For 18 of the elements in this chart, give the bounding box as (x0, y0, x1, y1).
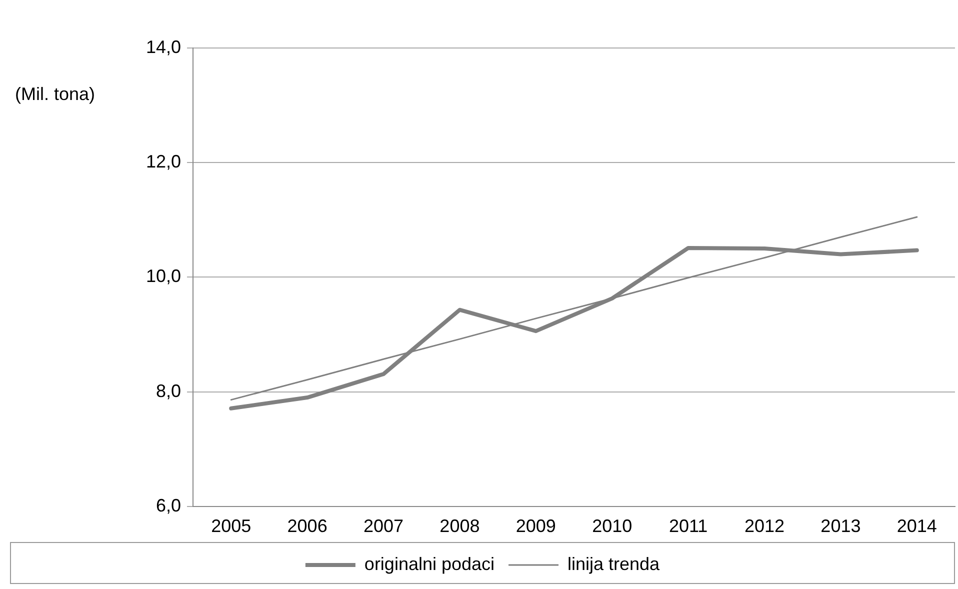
x-tick-label: 2011 (668, 516, 708, 536)
y-tick-label: 8,0 (156, 380, 181, 401)
legend-label: linija trenda (568, 554, 661, 574)
x-tick-label: 2012 (744, 516, 785, 536)
y-tick-label: 12,0 (146, 152, 181, 172)
x-tick-label: 2008 (440, 516, 480, 536)
x-tick-label: 2014 (896, 516, 937, 536)
x-tick-label: 2013 (820, 516, 861, 536)
y-tick-label: 6,0 (156, 495, 181, 516)
x-tick-label: 2007 (363, 516, 404, 536)
x-tick-label: 2010 (592, 516, 632, 536)
x-tick-label: 2009 (516, 516, 556, 536)
x-tick-label: 2006 (287, 516, 328, 536)
y-tick-label: 14,0 (146, 36, 181, 57)
legend-label: originalni podaci (364, 554, 495, 574)
y-tick-label: 10,0 (146, 266, 181, 286)
x-tick-label: 2005 (211, 516, 252, 536)
y-axis-title: (Mil. tona) (15, 84, 96, 104)
